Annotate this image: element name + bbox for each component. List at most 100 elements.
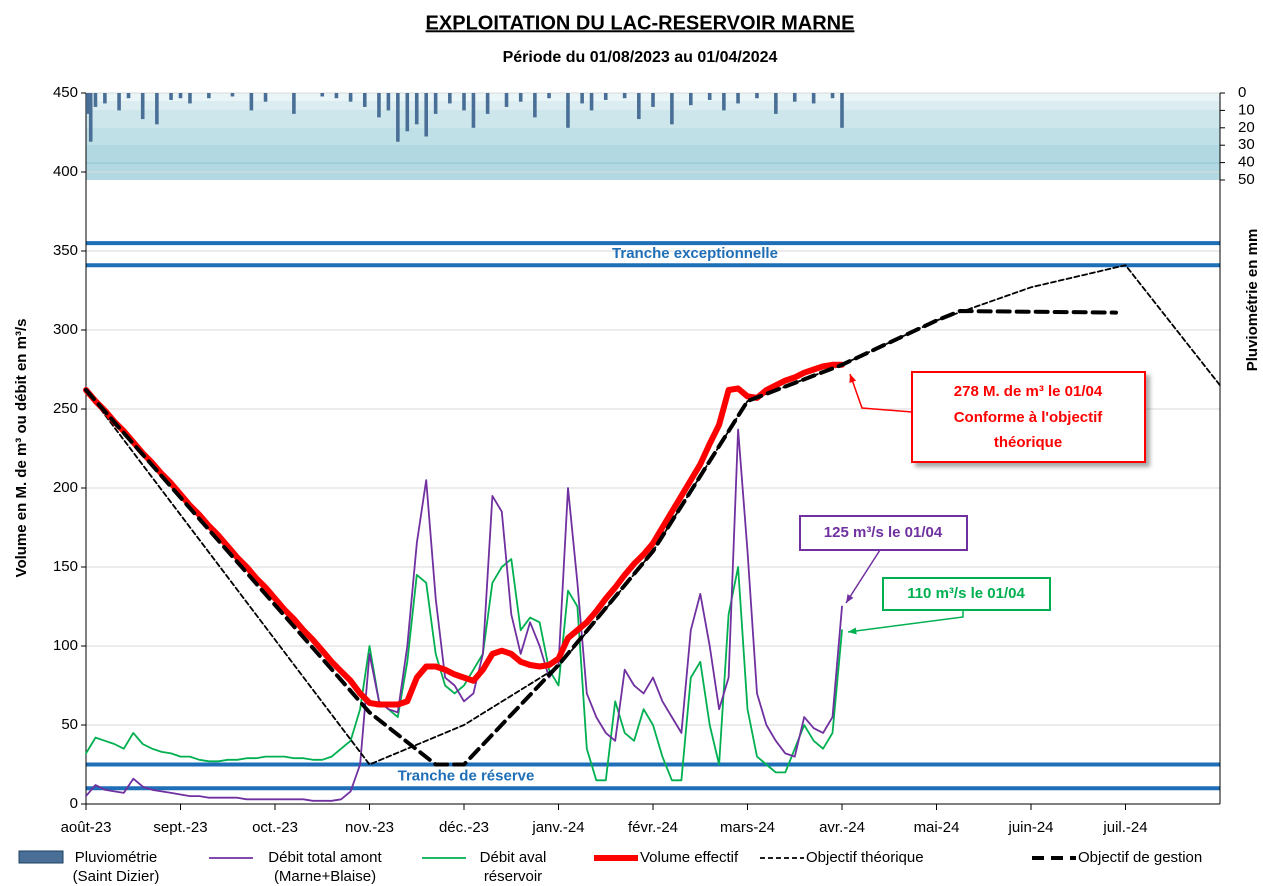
rain-bar [117,93,121,111]
rain-bar [93,93,98,107]
legend-swatch-bar [18,850,64,864]
y-tick-label: 350 [53,242,78,259]
rain-bar [830,93,835,99]
rain-bar [320,93,325,97]
x-tick-label: mai-24 [914,819,960,836]
rain-bar [178,93,183,99]
rain-bar [774,93,778,114]
rain-bar [637,93,641,120]
x-tick-label: févr.-24 [628,819,678,836]
annotation-arrowhead [848,627,857,635]
rain-bar [188,93,192,104]
annotation-text: Conforme à l'objectif [954,409,1104,426]
rain-bar [736,93,740,104]
rain-bar [86,93,90,114]
rain-bar [155,93,159,125]
y-tick-label: 250 [53,400,78,417]
x-tick-label: avr.-24 [819,819,865,836]
rain-bar [405,93,410,132]
x-tick-label: nov.-23 [345,819,394,836]
y2-tick-label: 30 [1238,136,1255,153]
rain-bar [533,93,537,118]
annotation-arrow [845,549,881,604]
rain-bar [580,93,584,104]
y-tick-label: 50 [61,716,78,733]
rain-bar [603,93,608,100]
rain-bar [462,93,466,111]
y2-tick-label: 40 [1238,154,1255,171]
rain-bar [433,93,438,114]
rain-bar [707,93,712,100]
rain-bar [249,93,254,111]
legend-swatch [18,850,64,864]
y2-axis-label: Pluviométrie en mm [1244,229,1261,372]
legend-item: Objectif théorique [758,848,966,868]
rain-bar [334,93,339,99]
legend-label: Objectif de gestion [1078,849,1203,866]
legend-swatch [760,857,804,859]
series-line [84,309,1118,767]
annotation-text: 110 m³/s le 01/04 [907,585,1025,602]
rain-bar [755,93,759,99]
annotation-text: 125 m³/s le 01/04 [824,524,943,541]
annotation-text: 278 M. de m³ le 01/04 [954,383,1103,400]
y2-tick-label: 20 [1238,119,1255,136]
band-label: Tranche de réserve [398,767,535,784]
rain-bar [377,93,381,118]
rain-bar [103,93,107,104]
rain-bar [424,93,428,137]
chart-title: EXPLOITATION DU LAC-RESERVOIR MARNE [426,12,855,34]
rain-bar [840,93,844,128]
legend-item: Débit total amont (Marne+Blaise) [207,848,395,886]
rain-bar [207,93,211,99]
rain-bar [689,93,693,106]
rain-bar [622,93,627,99]
rain-bar [518,93,523,102]
legend-label: Pluviométrie (Saint Dizier) [72,849,160,885]
rain-bar [362,93,367,107]
y-tick-label: 200 [53,479,78,496]
rain-bar [792,93,797,102]
legend-item: Volume effectif [592,848,780,868]
legend-item: Objectif de gestion [1030,848,1248,868]
rain-bar [140,93,145,120]
x-tick-label: juin-24 [1007,819,1053,836]
rain-bar [566,93,570,128]
legend-label: Objectif théorique [806,849,924,866]
x-tick-label: oct.-23 [252,819,298,836]
rain-bar [811,93,816,104]
annotation-arrowhead [846,594,854,603]
series-line [85,558,843,782]
annotation-arrowhead [849,374,857,383]
legend-swatch [422,857,466,859]
rain-bar [722,93,726,111]
x-tick-label: juil.-24 [1102,819,1147,836]
series-line [83,361,845,708]
rain-bar [396,93,400,142]
legend-swatch [209,857,253,859]
series-line [85,428,843,802]
rain-bar [547,93,551,99]
annotation-text: théorique [994,434,1062,451]
legend-swatch [594,855,638,861]
annotation-box [911,371,1146,463]
y2-tick-label: 50 [1238,171,1255,188]
rain-bar [448,93,452,104]
y2-tick-label: 0 [1238,84,1246,101]
y-axis-label: Volume en M. de m³ ou débit en m³/s [13,319,30,578]
rain-bar [169,93,173,100]
rain-bar [348,93,353,102]
y-tick-label: 150 [53,558,78,575]
annotation-box [799,515,968,551]
x-tick-label: déc.-23 [439,819,489,836]
rain-bar [651,93,655,107]
x-tick-label: janv.-24 [531,819,584,836]
band-label: Tranche exceptionnelle [612,245,778,262]
x-tick-label: août-23 [61,819,112,836]
y-tick-label: 0 [70,795,78,812]
series-line [85,264,1221,766]
x-tick-label: sept.-23 [153,819,207,836]
y-tick-label: 450 [53,84,78,101]
annotation-box [882,577,1051,611]
